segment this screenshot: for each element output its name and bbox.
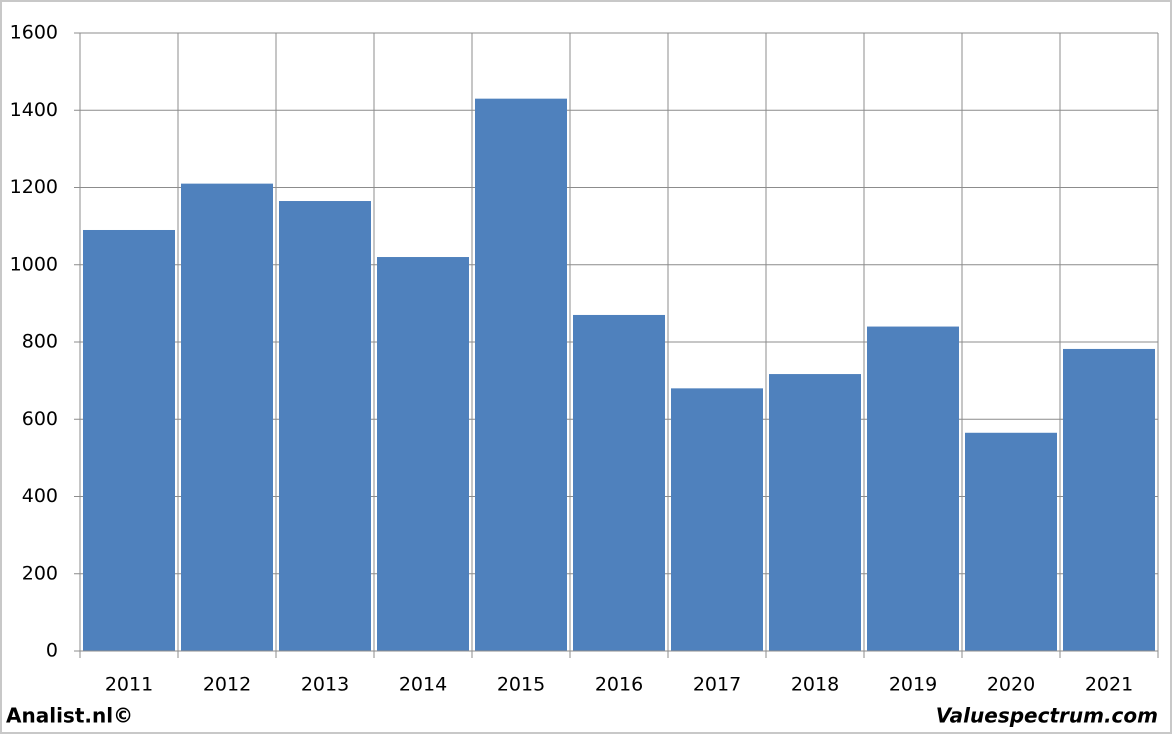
y-tick-label: 0 <box>46 640 58 662</box>
y-tick-label: 1400 <box>10 99 58 121</box>
x-tick-label: 2017 <box>693 674 741 696</box>
x-tick-label: 2019 <box>889 674 937 696</box>
bar <box>671 388 763 651</box>
x-tick-label: 2021 <box>1085 674 1133 696</box>
y-tick-label: 1600 <box>10 22 58 44</box>
y-tick-label: 600 <box>22 408 58 430</box>
x-tick-label: 2018 <box>791 674 839 696</box>
bar <box>181 183 273 651</box>
x-tick-label: 2020 <box>987 674 1035 696</box>
bar <box>83 229 175 652</box>
y-tick-label: 1000 <box>10 253 58 275</box>
bar <box>867 326 959 651</box>
y-tick-label: 200 <box>22 562 58 584</box>
x-tick-label: 2016 <box>595 674 643 696</box>
x-tick-label: 2015 <box>497 674 545 696</box>
x-tick-label: 2013 <box>301 674 349 696</box>
bar <box>1063 348 1155 651</box>
bar <box>475 98 567 652</box>
bar <box>377 257 469 651</box>
y-tick-label: 1200 <box>10 176 58 198</box>
footer-right: Valuespectrum.com <box>936 704 1158 728</box>
footer-left: Analist.nl© <box>6 704 133 728</box>
x-tick-label: 2014 <box>399 674 447 696</box>
x-tick-label: 2011 <box>105 674 153 696</box>
bar <box>769 374 861 651</box>
bar <box>965 432 1057 651</box>
y-tick-label: 800 <box>22 331 58 353</box>
x-tick-label: 2012 <box>203 674 251 696</box>
y-tick-label: 400 <box>22 485 58 507</box>
bar <box>279 201 371 652</box>
bar <box>573 314 665 651</box>
